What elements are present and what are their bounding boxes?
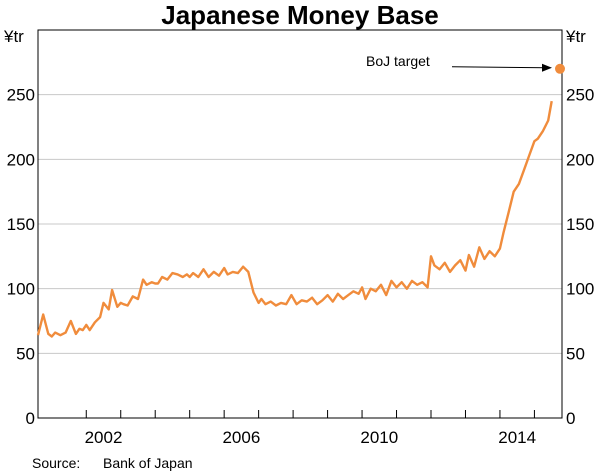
annotation-arrow [451, 66, 547, 69]
x-tick-label: 2014 [498, 428, 536, 447]
gridlines [38, 94, 562, 354]
x-tick-label: 2010 [360, 428, 398, 447]
y-tick-label-right: 200 [566, 150, 594, 169]
y-tick-label-left: 50 [16, 344, 35, 363]
y-tick-label-left: 0 [26, 409, 35, 428]
y-unit-left: ¥tr [3, 27, 24, 46]
y-tick-label-left: 150 [7, 215, 35, 234]
y-tick-label-right: 100 [566, 280, 594, 299]
y-axis-left: 0 50 100 150 200 250 [7, 86, 35, 428]
y-tick-label-right: 0 [566, 409, 575, 428]
y-tick-label-left: 200 [7, 150, 35, 169]
x-axis: 2002 2006 2010 2014 [85, 410, 536, 447]
x-tick-label: 2006 [222, 428, 260, 447]
arrow-head-icon [542, 63, 552, 72]
source-label: Source: [32, 455, 80, 471]
annotation-text: BoJ target [366, 53, 430, 69]
y-tick-label-right: 150 [566, 215, 594, 234]
y-tick-label-right: 50 [566, 344, 585, 363]
boj-target-point [555, 63, 565, 74]
y-tick-label-left: 250 [7, 86, 35, 105]
y-unit-right: ¥tr [565, 27, 586, 46]
money-base-line [36, 100, 553, 338]
x-tick-label: 2002 [85, 428, 123, 447]
boj-target-annotation: BoJ target [366, 53, 565, 74]
source-value: Bank of Japan [103, 455, 193, 471]
chart-title: Japanese Money Base [161, 0, 438, 30]
y-tick-label-left: 100 [7, 280, 35, 299]
plot-frame [37, 29, 563, 419]
y-axis-right: 0 50 100 150 200 250 [566, 86, 594, 428]
y-tick-label-right: 250 [566, 86, 594, 105]
